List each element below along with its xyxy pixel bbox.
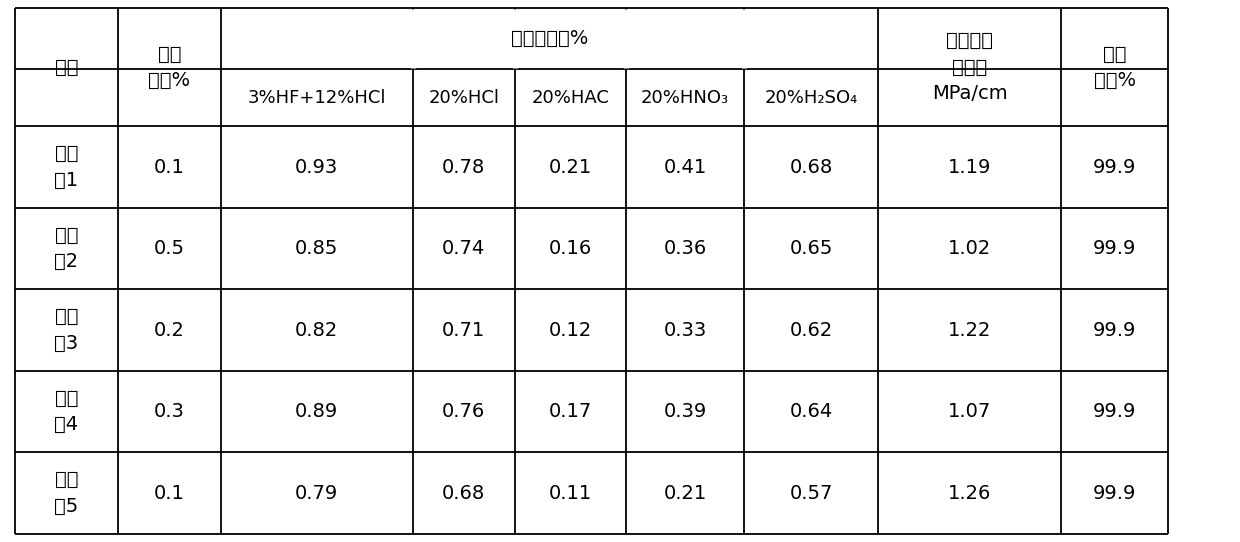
- Text: 0.74: 0.74: [443, 239, 485, 258]
- Text: 0.21: 0.21: [549, 158, 591, 177]
- Text: 0.89: 0.89: [295, 402, 339, 421]
- Text: 0.21: 0.21: [663, 483, 707, 502]
- Text: 0.62: 0.62: [790, 321, 832, 340]
- Text: 0.41: 0.41: [663, 158, 707, 177]
- Text: 0.79: 0.79: [295, 483, 339, 502]
- Text: 析水
率，%: 析水 率，%: [149, 44, 190, 90]
- Text: 实施
例3: 实施 例3: [55, 307, 78, 353]
- Text: 0.57: 0.57: [790, 483, 832, 502]
- Text: 20%HAC: 20%HAC: [532, 88, 609, 107]
- Text: 0.11: 0.11: [549, 483, 591, 502]
- Text: 样品: 样品: [55, 58, 78, 77]
- Text: 封堵
率，%: 封堵 率，%: [1094, 44, 1136, 90]
- Text: 0.33: 0.33: [663, 321, 707, 340]
- Text: 99.9: 99.9: [1094, 158, 1136, 177]
- Text: 0.68: 0.68: [790, 158, 832, 177]
- Text: 1.02: 1.02: [949, 239, 991, 258]
- Text: 0.36: 0.36: [663, 239, 707, 258]
- Text: 0.2: 0.2: [154, 321, 185, 340]
- Text: 99.9: 99.9: [1094, 321, 1136, 340]
- Text: 实施
例5: 实施 例5: [55, 470, 78, 516]
- Text: 3%HF+12%HCl: 3%HF+12%HCl: [248, 88, 386, 107]
- Text: 0.12: 0.12: [549, 321, 591, 340]
- Text: 1.26: 1.26: [949, 483, 991, 502]
- Text: 20%HCl: 20%HCl: [428, 88, 500, 107]
- Text: 0.1: 0.1: [154, 483, 185, 502]
- Text: 20%H₂SO₄: 20%H₂SO₄: [764, 88, 858, 107]
- Text: 实施
例4: 实施 例4: [55, 389, 78, 434]
- Text: 0.78: 0.78: [443, 158, 485, 177]
- Text: 0.39: 0.39: [663, 402, 707, 421]
- Text: 0.82: 0.82: [295, 321, 339, 340]
- Text: 1.22: 1.22: [949, 321, 991, 340]
- Text: 0.64: 0.64: [790, 402, 832, 421]
- Text: 20%HNO₃: 20%HNO₃: [641, 88, 729, 107]
- Text: 1.07: 1.07: [949, 402, 991, 421]
- Text: 0.93: 0.93: [295, 158, 339, 177]
- Text: 0.17: 0.17: [549, 402, 591, 421]
- Text: 酸溶蚀率，%: 酸溶蚀率，%: [511, 29, 588, 48]
- Text: 突破压力
梯度，
MPa/cm: 突破压力 梯度， MPa/cm: [932, 31, 1007, 104]
- Text: 1.19: 1.19: [949, 158, 991, 177]
- Text: 0.1: 0.1: [154, 158, 185, 177]
- Text: 0.76: 0.76: [443, 402, 485, 421]
- Text: 0.71: 0.71: [443, 321, 485, 340]
- Text: 0.68: 0.68: [443, 483, 485, 502]
- Text: 实施
例1: 实施 例1: [55, 144, 78, 190]
- Text: 0.3: 0.3: [154, 402, 185, 421]
- Text: 0.65: 0.65: [790, 239, 832, 258]
- Text: 实施
例2: 实施 例2: [55, 226, 78, 272]
- Text: 99.9: 99.9: [1094, 402, 1136, 421]
- Text: 0.5: 0.5: [154, 239, 185, 258]
- Text: 99.9: 99.9: [1094, 483, 1136, 502]
- Text: 99.9: 99.9: [1094, 239, 1136, 258]
- Text: 0.85: 0.85: [295, 239, 339, 258]
- Text: 0.16: 0.16: [549, 239, 591, 258]
